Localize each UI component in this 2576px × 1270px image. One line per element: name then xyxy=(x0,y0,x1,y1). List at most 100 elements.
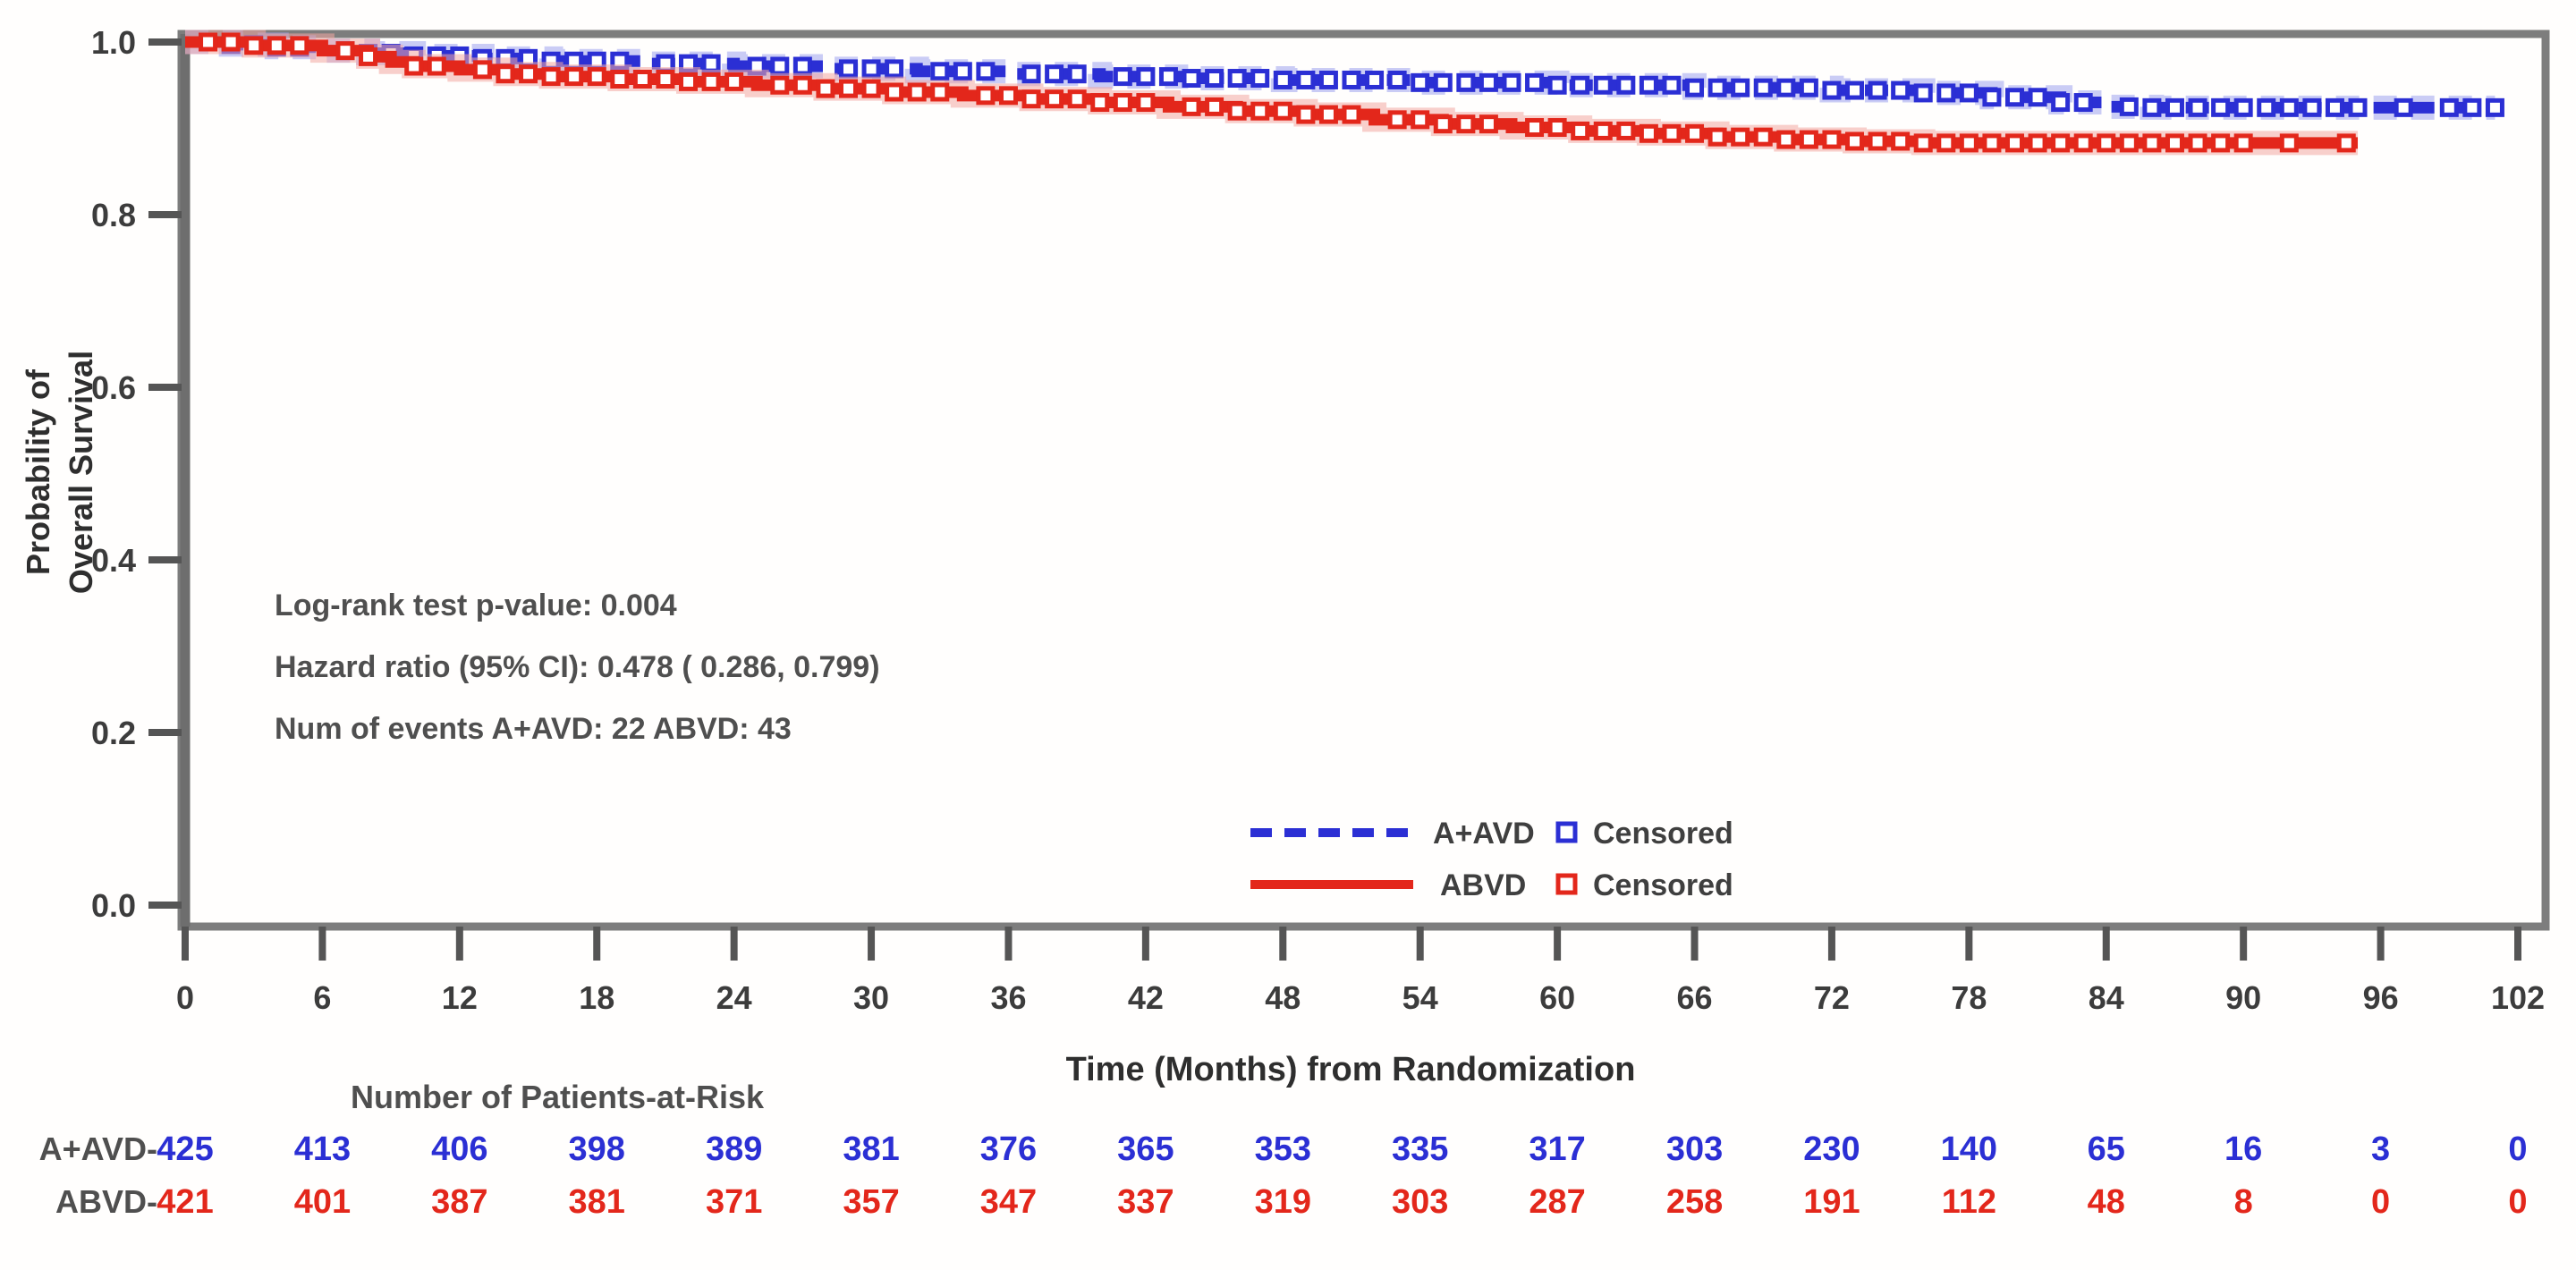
censor-mark-ABVD xyxy=(656,69,675,89)
at-risk-value-A+AVD: 425 xyxy=(157,1130,213,1168)
censor-mark-A+AVD xyxy=(1571,75,1590,95)
censor-mark-A+AVD xyxy=(792,56,812,76)
censor-mark-ABVD xyxy=(587,67,606,87)
at-risk-row-label-aavd: A+AVD- xyxy=(39,1130,157,1167)
at-risk-value-A+AVD: 303 xyxy=(1666,1130,1723,1168)
censor-mark-ABVD xyxy=(1822,130,1842,149)
censor-mark-ABVD xyxy=(885,82,904,102)
x-tick-label: 72 xyxy=(1814,979,1850,1016)
at-risk-value-ABVD: 287 xyxy=(1529,1183,1585,1221)
censor-mark-ABVD xyxy=(1479,114,1498,134)
censor-mark-A+AVD xyxy=(1479,72,1498,92)
x-tick-label: 6 xyxy=(313,979,331,1016)
x-tick-label: 102 xyxy=(2491,979,2545,1016)
censor-mark-A+AVD xyxy=(2439,97,2459,117)
y-tick-label: 0.4 xyxy=(91,542,136,579)
censor-mark-ABVD xyxy=(1868,131,1887,151)
censor-mark-A+AVD xyxy=(2302,97,2322,117)
x-tick-label: 48 xyxy=(1265,979,1301,1016)
censor-mark-A+AVD xyxy=(1616,75,1636,95)
x-tick-label: 54 xyxy=(1402,979,1438,1016)
at-risk-value-A+AVD: 376 xyxy=(980,1130,1037,1168)
y-tick-label: 0.6 xyxy=(91,369,136,406)
censor-mark-A+AVD xyxy=(1685,78,1705,97)
y-axis-title-line1: Probability of xyxy=(20,368,56,575)
censor-mark-ABVD xyxy=(1913,133,1933,153)
legend-censored-label-aavd: Censored xyxy=(1593,817,1733,851)
censor-mark-ABVD xyxy=(1776,130,1796,149)
at-risk-value-ABVD: 8 xyxy=(2234,1183,2253,1221)
censor-mark-A+AVD xyxy=(1868,80,1887,100)
at-risk-table-title: Number of Patients-at-Risk xyxy=(351,1079,765,1115)
censor-mark-ABVD xyxy=(1021,89,1041,109)
censor-mark-ABVD xyxy=(1433,114,1453,134)
censor-mark-ABVD xyxy=(1845,131,1865,151)
censor-mark-A+AVD xyxy=(1182,69,1201,89)
censor-mark-ABVD xyxy=(1136,93,1156,113)
at-risk-value-A+AVD: 398 xyxy=(569,1130,625,1168)
censor-mark-A+AVD xyxy=(1891,80,1911,100)
censor-mark-ABVD xyxy=(472,60,492,80)
legend-row-abvd: ABVD Censored xyxy=(1250,868,1733,902)
at-risk-value-A+AVD: 381 xyxy=(843,1130,899,1168)
censor-mark-ABVD xyxy=(2004,133,2024,153)
at-risk-value-A+AVD: 317 xyxy=(1529,1130,1585,1168)
x-tick-label: 24 xyxy=(716,979,752,1016)
annotation-num-events: Num of events A+AVD: 22 ABVD: 43 xyxy=(275,712,792,746)
censor-mark-ABVD xyxy=(519,64,538,84)
censor-mark-ABVD xyxy=(1090,93,1110,113)
censor-mark-A+AVD xyxy=(2165,97,2184,117)
censor-mark-ABVD xyxy=(199,32,218,52)
censor-mark-A+AVD xyxy=(930,62,950,81)
censor-mark-ABVD xyxy=(1113,93,1132,113)
censor-mark-ABVD xyxy=(1318,105,1338,124)
at-risk-value-ABVD: 401 xyxy=(294,1183,351,1221)
y-axis-title-line2: Overall Survival xyxy=(63,351,99,594)
censor-mark-A+AVD xyxy=(1342,70,1361,89)
censor-mark-ABVD xyxy=(1387,110,1407,130)
censor-mark-A+AVD xyxy=(2394,97,2413,117)
censor-mark-A+AVD xyxy=(1318,70,1338,89)
censor-mark-ABVD xyxy=(2073,133,2093,153)
legend-label-abvd: ABVD xyxy=(1440,868,1526,902)
censor-mark-A+AVD xyxy=(1365,70,1385,89)
censor-mark-ABVD xyxy=(1753,127,1773,147)
censor-mark-ABVD xyxy=(2165,133,2184,153)
censor-mark-A+AVD xyxy=(2142,97,2162,117)
legend-censored-label-abvd: Censored xyxy=(1593,868,1733,902)
legend-row-aavd: A+AVD Censored xyxy=(1250,817,1733,851)
censor-mark-A+AVD xyxy=(1136,67,1156,87)
censor-mark-A+AVD xyxy=(1799,78,1818,97)
legend: A+AVD Censored ABVD Censored xyxy=(1250,817,1733,902)
at-risk-value-ABVD: 371 xyxy=(706,1183,762,1221)
censor-mark-ABVD xyxy=(2279,133,2299,153)
axis-ticks-layer: 1.0 0.8 0.6 0.4 0.2 0.0 0 6 12 18 24 30 36 42 48 54 60 66… xyxy=(91,24,2545,1016)
censor-mark-ABVD xyxy=(427,56,446,76)
at-risk-value-ABVD: 357 xyxy=(843,1183,899,1221)
censor-mark-ABVD xyxy=(1616,121,1636,140)
y-tick-label: 0.0 xyxy=(91,887,136,924)
censor-mark-ABVD xyxy=(1182,97,1201,116)
censor-mark-A+AVD xyxy=(1639,75,1658,95)
censor-mark-ABVD xyxy=(1707,127,1727,147)
x-tick-label: 60 xyxy=(1539,979,1575,1016)
at-risk-value-A+AVD: 0 xyxy=(2508,1130,2527,1168)
censor-mark-ABVD xyxy=(2142,133,2162,153)
censor-mark-A+AVD xyxy=(953,62,972,81)
censor-mark-ABVD xyxy=(701,72,721,91)
x-tick-label: 36 xyxy=(990,979,1026,1016)
censor-mark-ABVD xyxy=(1045,89,1064,109)
censor-mark-A+AVD xyxy=(1662,75,1682,95)
censor-mark-ABVD xyxy=(267,36,286,55)
censor-mark-ABVD xyxy=(541,67,561,87)
censor-mark-A+AVD xyxy=(770,56,790,76)
censor-mark-A+AVD xyxy=(1296,70,1316,89)
x-tick-label: 18 xyxy=(579,979,614,1016)
at-risk-value-ABVD: 0 xyxy=(2371,1183,2390,1221)
censor-mark-A+AVD xyxy=(2073,93,2093,113)
censor-mark-A+AVD xyxy=(1936,83,1956,103)
censor-mark-ABVD xyxy=(1342,105,1361,124)
at-risk-value-ABVD: 258 xyxy=(1666,1183,1723,1221)
